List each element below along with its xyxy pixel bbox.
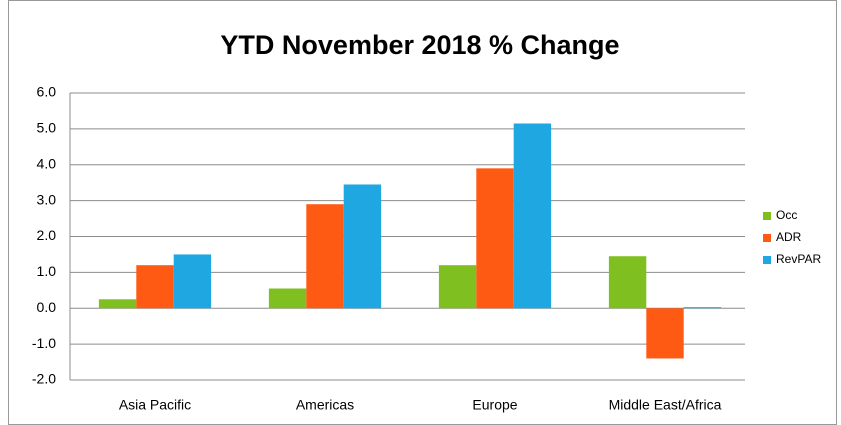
legend-label: Occ	[776, 208, 797, 222]
y-tick-label: 2.0	[37, 227, 57, 243]
legend-label: ADR	[776, 230, 802, 244]
bar	[608, 256, 647, 309]
x-tick-label: Europe	[472, 397, 517, 413]
y-tick-label: 1.0	[37, 263, 57, 279]
bar	[268, 288, 307, 309]
legend-swatch	[763, 234, 771, 242]
y-tick-label: -2.0	[32, 371, 56, 387]
bar	[173, 254, 212, 309]
bar	[343, 184, 382, 309]
bar	[306, 204, 344, 309]
bar	[683, 307, 722, 309]
y-tick-label: 5.0	[37, 120, 57, 136]
bar	[438, 265, 477, 309]
bar	[513, 123, 552, 309]
chart-title: YTD November 2018 % Change	[220, 30, 619, 60]
y-tick-label: 4.0	[37, 155, 57, 171]
legend-swatch	[763, 212, 771, 220]
bar	[646, 308, 684, 359]
chart-border	[8, 0, 837, 425]
y-tick-label: 0.0	[37, 299, 57, 315]
legend-label: RevPAR	[776, 252, 821, 266]
bar	[136, 265, 174, 309]
legend-swatch	[763, 256, 771, 264]
bar	[476, 168, 514, 309]
y-tick-label: 3.0	[37, 191, 57, 207]
x-tick-label: Americas	[296, 397, 354, 413]
bar	[98, 299, 137, 309]
y-tick-label: -1.0	[32, 335, 56, 351]
y-tick-label: 6.0	[37, 84, 57, 100]
x-tick-label: Middle East/Africa	[609, 397, 722, 413]
x-tick-label: Asia Pacific	[119, 397, 191, 413]
